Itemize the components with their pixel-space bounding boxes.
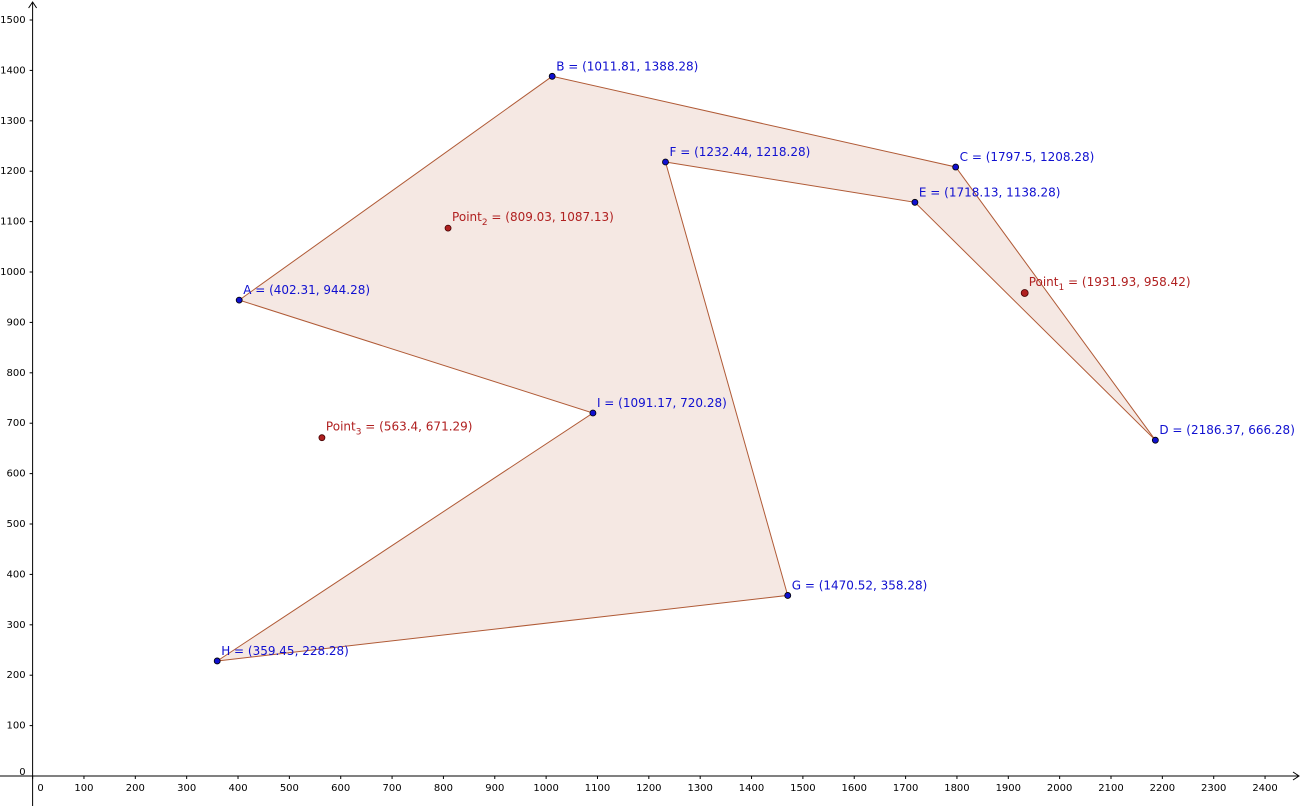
x-tick-label: 500	[280, 783, 299, 794]
y-tick-label: 1400	[0, 65, 25, 76]
y-tick-label: 200	[7, 670, 26, 681]
vertex-point	[548, 72, 556, 80]
y-tick-label: 1200	[0, 166, 25, 177]
vertex-point	[589, 409, 597, 417]
x-tick-label: 200	[126, 783, 145, 794]
x-tick-label: 0	[37, 783, 43, 794]
x-tick-label: 2100	[1098, 783, 1123, 794]
label-subscript: 2	[482, 218, 488, 228]
y-tick-label: 0	[19, 767, 25, 778]
vertex-point	[952, 163, 960, 171]
vertex-label: F = (1232.44, 1218.28)	[669, 145, 810, 159]
vertex-label: A = (402.31, 944.28)	[243, 283, 370, 297]
y-tick-label: 800	[7, 368, 26, 379]
y-tick-label: 500	[7, 519, 26, 530]
free-point-label: Point1 = (1931.93, 958.42)	[1029, 275, 1191, 293]
y-tick-label: 1500	[0, 15, 25, 26]
x-tick-label: 400	[228, 783, 247, 794]
free-point	[444, 224, 452, 232]
vertex-point	[235, 296, 243, 304]
x-tick-label: 1900	[996, 783, 1021, 794]
label-coords: = (1931.93, 958.42)	[1064, 275, 1190, 289]
label-subscript: 3	[356, 428, 362, 438]
x-tick-label: 900	[485, 783, 504, 794]
vertex-label: D = (2186.37, 666.28)	[1159, 423, 1295, 437]
x-tick-label: 700	[383, 783, 402, 794]
x-tick-label: 2300	[1201, 783, 1226, 794]
vertex-point	[662, 158, 669, 166]
vertex-point	[911, 198, 919, 206]
y-tick-label: 1100	[0, 217, 25, 228]
free-point	[1020, 289, 1029, 297]
x-tick-label: 2200	[1150, 783, 1175, 794]
label-name: Point	[452, 210, 482, 224]
label-coords: = (809.03, 1087.13)	[488, 210, 614, 224]
x-tick-label: 1700	[893, 783, 918, 794]
vertex-label: C = (1797.5, 1208.28)	[960, 150, 1095, 164]
vertex-point	[784, 592, 792, 599]
x-tick-label: 2400	[1252, 783, 1277, 794]
vertex-point	[1151, 436, 1159, 444]
x-tick-label: 1100	[585, 783, 610, 794]
x-tick-label: 1000	[533, 783, 558, 794]
y-tick-label: 900	[7, 317, 26, 328]
x-tick-label: 1300	[687, 783, 712, 794]
free-point-label: Point2 = (809.03, 1087.13)	[452, 210, 614, 228]
x-tick-label: 600	[331, 783, 350, 794]
vertex-label: E = (1718.13, 1138.28)	[919, 185, 1061, 199]
x-tick-label: 1500	[790, 783, 815, 794]
y-tick-label: 100	[7, 721, 26, 732]
x-tick-label: 2000	[1047, 783, 1072, 794]
y-tick-label: 400	[7, 569, 26, 580]
free-point-label: Point3 = (563.4, 671.29)	[326, 420, 473, 438]
vertex-label: B = (1011.81, 1388.28)	[556, 59, 698, 73]
x-tick-label: 1600	[842, 783, 867, 794]
vertex-label: G = (1470.52, 358.28)	[792, 578, 928, 592]
label-subscript: 1	[1058, 283, 1064, 293]
y-tick-label: 600	[7, 469, 26, 480]
y-tick-label: 300	[7, 620, 26, 631]
y-axis-arrow	[28, 1, 38, 9]
vertex-label: I = (1091.17, 720.28)	[597, 396, 727, 410]
x-axis-arrow	[1292, 771, 1300, 781]
y-tick-label: 1000	[0, 267, 25, 278]
y-tick-label: 700	[7, 418, 26, 429]
x-tick-label: 100	[74, 783, 93, 794]
x-tick-label: 300	[177, 783, 196, 794]
x-tick-label: 1800	[944, 783, 969, 794]
vertex-label: H = (359.45, 228.28)	[221, 644, 349, 658]
polygon	[216, 75, 1156, 662]
free-point	[318, 434, 326, 442]
x-tick-label: 1400	[739, 783, 764, 794]
x-tick-label: 1200	[636, 783, 661, 794]
x-tick-label: 800	[434, 783, 453, 794]
vertex-point	[213, 657, 221, 665]
label-coords: = (563.4, 671.29)	[361, 420, 472, 434]
label-name: Point	[1029, 275, 1059, 289]
label-name: Point	[326, 420, 356, 434]
y-tick-label: 1300	[0, 116, 25, 127]
